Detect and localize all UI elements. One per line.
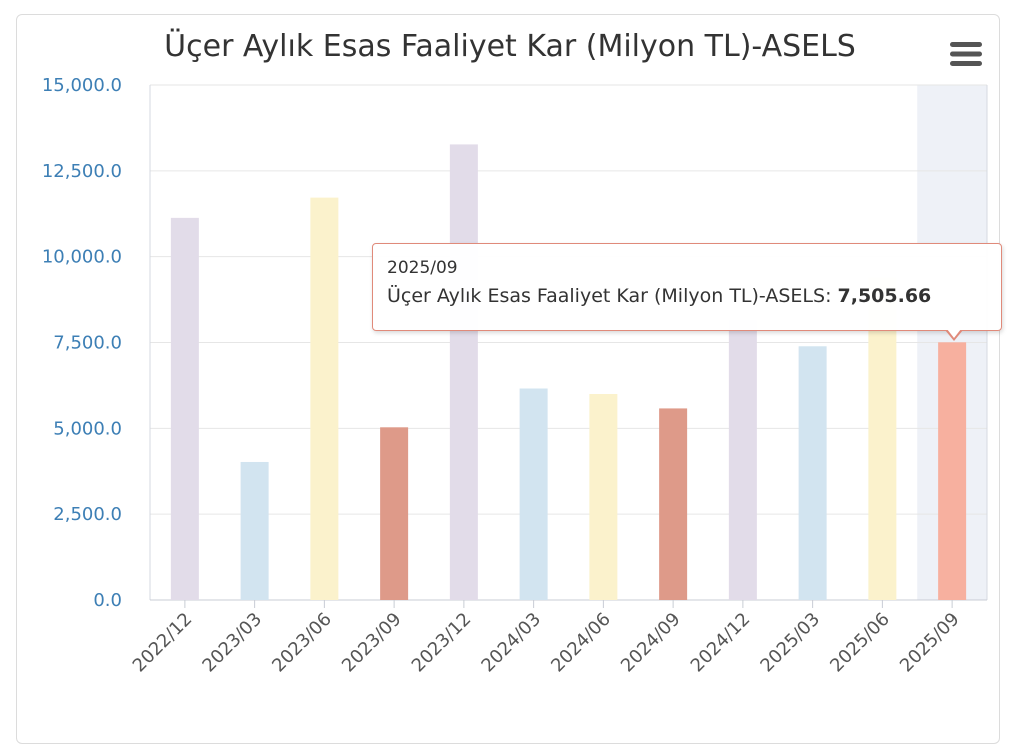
y-tick-label: 7,500.0 <box>53 333 122 354</box>
y-tick-label: 12,500.0 <box>42 161 122 182</box>
y-tick-label: 0.0 <box>93 590 122 611</box>
x-tick-label: 2023/06 <box>268 609 336 677</box>
tooltip-series-line: Üçer Aylık Esas Faaliyet Kar (Milyon TL)… <box>387 285 931 307</box>
tooltip-series-label: Üçer Aylık Esas Faaliyet Kar (Milyon TL)… <box>387 285 832 307</box>
hamburger-menu-icon-line-2 <box>950 51 982 57</box>
bar <box>519 388 548 600</box>
x-tick-label: 2025/06 <box>826 609 894 677</box>
y-tick-label: 10,000.0 <box>42 247 122 268</box>
hamburger-menu-icon-line-1 <box>950 42 982 47</box>
bar <box>240 461 269 600</box>
bar <box>380 427 409 600</box>
tooltip-value: 7,505.66 <box>837 285 932 307</box>
y-tick-label: 15,000.0 <box>42 75 122 96</box>
bar <box>938 342 967 600</box>
bar <box>659 408 688 600</box>
bar <box>589 394 618 600</box>
tooltip-date: 2025/09 <box>387 258 458 278</box>
x-tick-label: 2023/09 <box>338 609 406 677</box>
x-tick-label: 2025/03 <box>756 609 824 677</box>
y-tick-label: 5,000.0 <box>53 418 122 439</box>
bar <box>170 217 199 600</box>
x-tick-label: 2024/03 <box>477 609 545 677</box>
x-tick-label: 2023/03 <box>198 609 266 677</box>
bar <box>798 346 827 600</box>
x-tick-label: 2022/12 <box>129 609 197 677</box>
plot-area: 0.0 2,500.0 5,000.0 7,500.0 10,000.0 12,500.0… <box>42 75 988 677</box>
hamburger-menu-icon-line-3 <box>950 61 982 66</box>
bar <box>310 197 339 600</box>
bar <box>868 277 897 600</box>
x-tick-label: 2024/06 <box>547 609 615 677</box>
menu-button[interactable] <box>950 42 982 66</box>
chart-title: Üçer Aylık Esas Faaliyet Kar (Milyon TL)… <box>164 28 856 64</box>
y-tick-label: 2,500.0 <box>53 504 122 525</box>
x-tick-label: 2023/12 <box>408 609 476 677</box>
tooltip: 2025/09 Üçer Aylık Esas Faaliyet Kar (Mi… <box>372 243 1002 331</box>
x-tick-label: 2024/09 <box>617 609 685 677</box>
bar <box>449 144 478 600</box>
x-tick-label: 2025/09 <box>896 609 964 677</box>
bar <box>728 320 757 600</box>
tooltip-pointer-fill <box>947 329 961 338</box>
x-tick-label: 2024/12 <box>687 609 755 677</box>
